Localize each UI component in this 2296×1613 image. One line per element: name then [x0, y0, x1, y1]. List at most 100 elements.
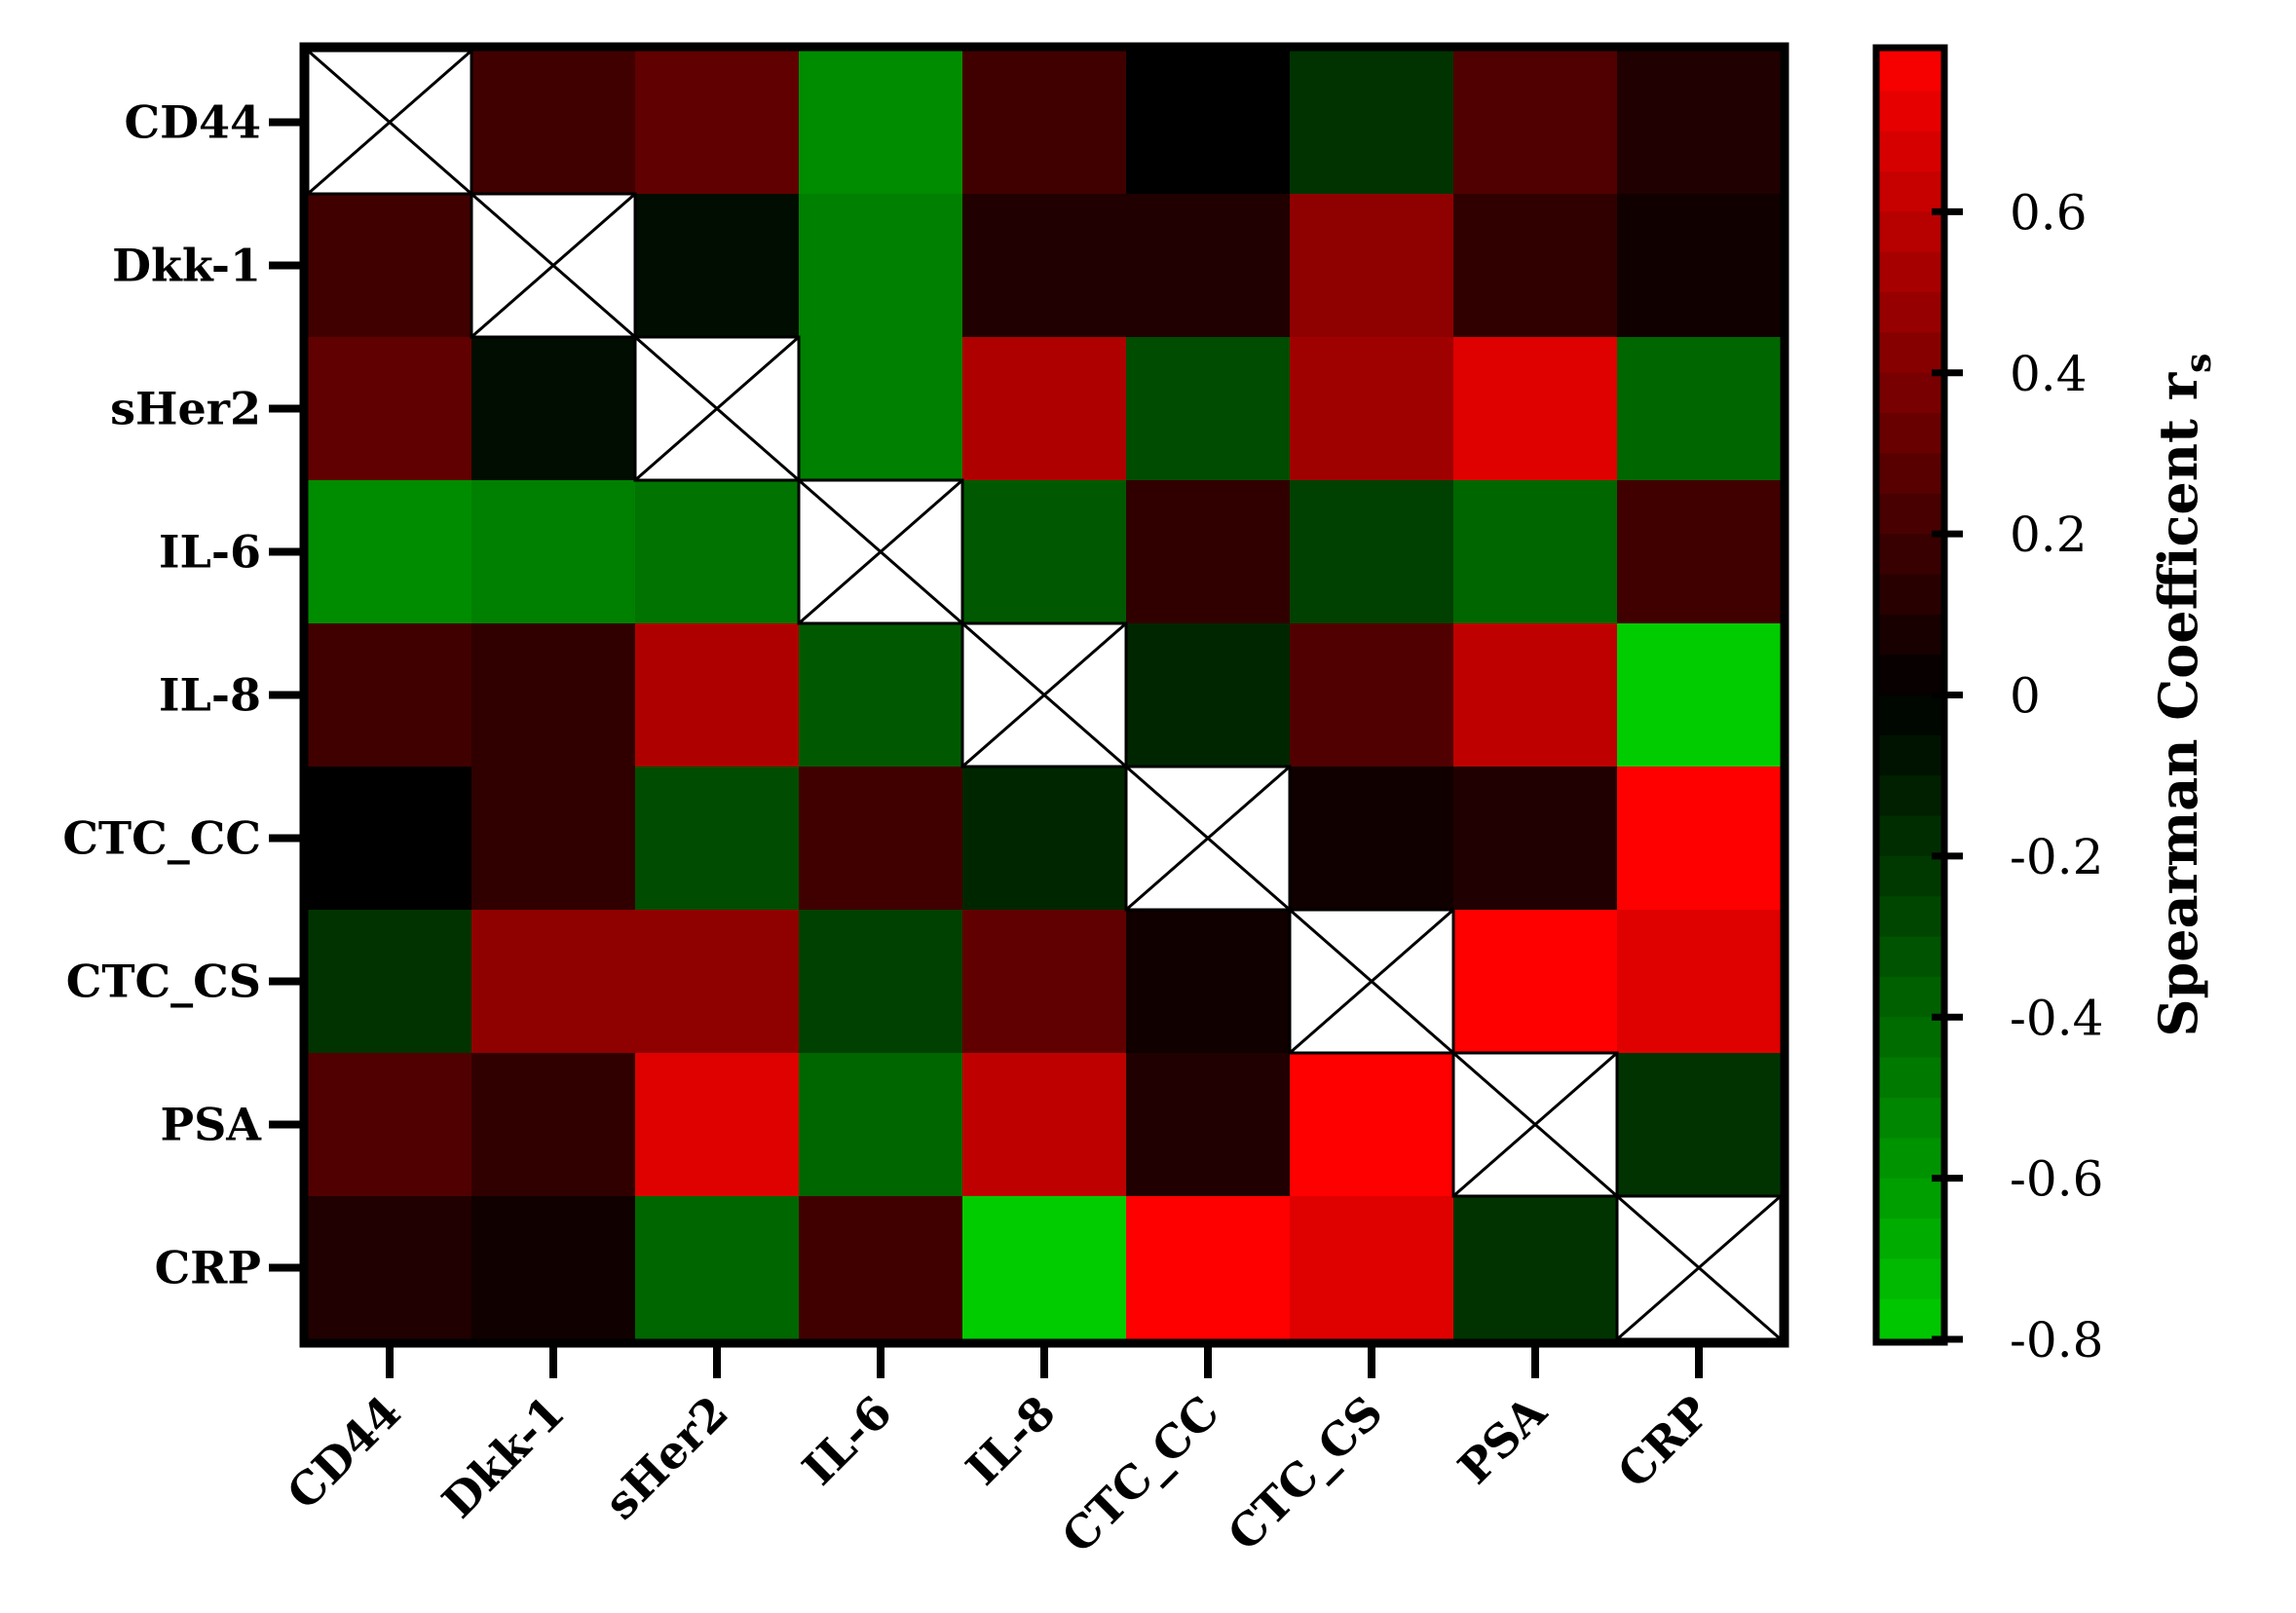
colorbar-band [1879, 1218, 1941, 1259]
cell-crp-il-6 [799, 1196, 963, 1340]
cell-il-6-il-8 [962, 480, 1127, 624]
cell-dkk-1-cd44 [308, 194, 472, 338]
colorbar-band [1879, 694, 1941, 736]
cell-dkk-1-ctc-cc [1126, 194, 1291, 338]
cell-ctc-cs-crp [1617, 910, 1782, 1054]
diagonal-cross-line [634, 335, 800, 482]
cell-ctc-cc-il-6 [799, 767, 963, 911]
cell-psa-sher2 [635, 1053, 800, 1197]
colorbar-title-main: Spearman Coefficent r [2147, 372, 2209, 1036]
cell-il-8-sher2 [635, 623, 800, 768]
diagonal-cell-border [470, 192, 637, 339]
colorbar-band [1879, 534, 1941, 576]
colorbar-tick-label: 0.2 [2010, 506, 2088, 563]
cell-cd44-psa [1453, 51, 1618, 195]
column-label-ctc-cc: CTC_CC [1052, 1386, 1229, 1563]
row-label-dkk-1: Dkk-1 [112, 240, 261, 292]
cell-psa-ctc-cc [1126, 1053, 1291, 1197]
diagonal-cell-border [633, 335, 801, 482]
cell-il-6-psa [1453, 480, 1618, 624]
cell-il-8-il-6 [799, 623, 963, 768]
cell-il-6-ctc-cc [1126, 480, 1291, 624]
cell-ctc-cc-cd44 [308, 767, 472, 911]
diagonal-cross-line [961, 621, 1127, 769]
cell-cd44-dkk-1 [471, 51, 636, 195]
column-label-ctc-cs: CTC_CS [1218, 1386, 1393, 1561]
diagonal-cell-border [1451, 1051, 1619, 1198]
colorbar-band [1879, 815, 1941, 857]
cell-ctc-cs-dkk-1 [471, 910, 636, 1054]
cell-cd44-il-8 [962, 51, 1127, 195]
heatmap-cells [308, 51, 1782, 1340]
column-label-dkk-1: Dkk-1 [432, 1386, 574, 1528]
cell-ctc-cs-sher2 [635, 910, 800, 1054]
cell-il-6-ctc-cs [1290, 480, 1454, 624]
colorbar-band [1879, 1178, 1941, 1219]
colorbar-band [1879, 171, 1941, 212]
cell-psa-dkk-1 [471, 1053, 636, 1197]
cell-crp-ctc-cc [1126, 1196, 1291, 1340]
colorbar-tick-label: 0 [2010, 668, 2041, 725]
cell-dkk-1-crp [1617, 194, 1782, 338]
diagonal-cross-line [470, 192, 636, 339]
cell-sher2-il-6 [799, 337, 963, 481]
column-label-cd44: CD44 [277, 1386, 411, 1520]
diagonal-cell-border [797, 478, 964, 625]
diagonal-cross-line [1452, 1051, 1618, 1198]
diagonal-cell-border [1288, 908, 1455, 1055]
cell-sher2-ctc-cs [1290, 337, 1454, 481]
cell-il-8-cd44 [308, 623, 472, 768]
colorbar-band [1879, 292, 1941, 334]
cell-dkk-1-il-8 [962, 194, 1127, 338]
colorbar-band [1879, 332, 1941, 374]
colorbar-tick-label: -0.4 [2010, 990, 2103, 1046]
cell-ctc-cc-sher2 [635, 767, 800, 911]
colorbar-title-subscript: s [2178, 354, 2219, 373]
cell-ctc-cs-ctc-cc [1126, 910, 1291, 1054]
row-label-ctc-cc: CTC_CC [62, 812, 261, 865]
colorbar-title: Spearman Coefficent rs [2147, 354, 2219, 1037]
row-label-crp: CRP [155, 1242, 261, 1294]
cell-psa-ctc-cs [1290, 1053, 1454, 1197]
colorbar-tick-label: 0.4 [2010, 346, 2088, 402]
cell-ctc-cs-il-8 [962, 910, 1127, 1054]
cell-cd44-crp [1617, 51, 1782, 195]
cell-psa-crp [1617, 1053, 1782, 1197]
diagonal-cross-line [798, 478, 963, 625]
diagonal-cross-line [1289, 908, 1454, 1055]
diagonal-cell-border [1124, 765, 1292, 912]
colorbar-band [1879, 614, 1941, 656]
column-label-il-6: IL-6 [792, 1386, 901, 1495]
cell-il-8-ctc-cs [1290, 623, 1454, 768]
colorbar-band [1879, 936, 1941, 978]
cell-cd44-ctc-cs [1290, 51, 1454, 195]
cell-il-8-psa [1453, 623, 1618, 768]
colorbar-bands [1879, 51, 1941, 1340]
cell-il-8-dkk-1 [471, 623, 636, 768]
colorbar-band [1879, 1138, 1941, 1180]
colorbar-band [1879, 211, 1941, 253]
colorbar-band [1879, 251, 1941, 293]
cell-dkk-1-il-6 [799, 194, 963, 338]
cell-ctc-cc-ctc-cs [1290, 767, 1454, 911]
diagonal-cross-line [1125, 765, 1291, 912]
cell-il-6-sher2 [635, 480, 800, 624]
colorbar-band [1879, 1298, 1941, 1340]
colorbar-band [1879, 453, 1941, 495]
cell-il-6-crp [1617, 480, 1782, 624]
cell-sher2-crp [1617, 337, 1782, 481]
cell-ctc-cs-il-6 [799, 910, 963, 1054]
colorbar-band [1879, 51, 1941, 92]
cell-crp-dkk-1 [471, 1196, 636, 1340]
cell-dkk-1-ctc-cs [1290, 194, 1454, 338]
column-label-il-8: IL-8 [956, 1386, 1065, 1495]
cell-ctc-cs-cd44 [308, 910, 472, 1054]
colorbar-band [1879, 413, 1941, 455]
cell-sher2-dkk-1 [471, 337, 636, 481]
colorbar-tick-label: 0.6 [2010, 184, 2088, 241]
cell-ctc-cs-psa [1453, 910, 1618, 1054]
cell-crp-sher2 [635, 1196, 800, 1340]
colorbar-band [1879, 855, 1941, 897]
colorbar-band [1879, 1017, 1941, 1059]
